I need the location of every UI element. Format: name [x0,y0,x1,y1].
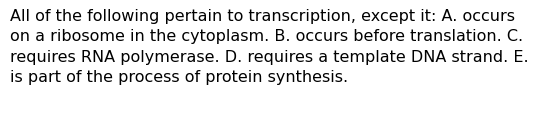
Text: All of the following pertain to transcription, except it: A. occurs
on a ribosom: All of the following pertain to transcri… [10,9,528,85]
